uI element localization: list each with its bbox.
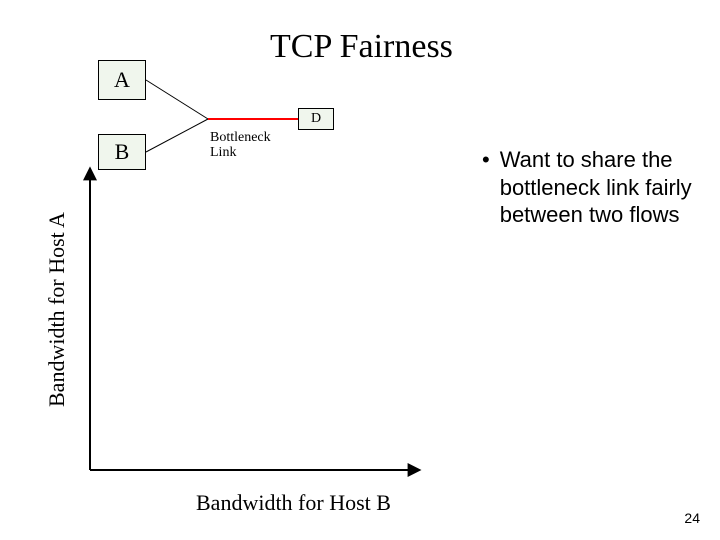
x-axis-label: Bandwidth for Host B	[196, 490, 391, 516]
connector-b	[146, 119, 208, 152]
bottleneck-label: Bottleneck Link	[210, 130, 271, 161]
bullet-text: Want to share the bottleneck link fairly…	[500, 146, 706, 229]
page-title: TCP Fairness	[270, 28, 453, 66]
connector-a	[146, 80, 208, 119]
bullet-item: • Want to share the bottleneck link fair…	[482, 146, 706, 229]
node-d-label: D	[311, 111, 321, 126]
node-b: B	[98, 134, 146, 170]
bottleneck-label-line1: Bottleneck	[210, 130, 271, 145]
node-d: D	[298, 108, 334, 130]
bottleneck-label-line2: Link	[210, 145, 236, 160]
node-a: A	[98, 60, 146, 100]
node-b-label: B	[115, 139, 130, 164]
node-a-label: A	[114, 67, 130, 92]
slide-number: 24	[684, 510, 700, 526]
bullet-marker: •	[482, 146, 490, 229]
y-axis-label: Bandwidth for Host A	[44, 190, 70, 430]
